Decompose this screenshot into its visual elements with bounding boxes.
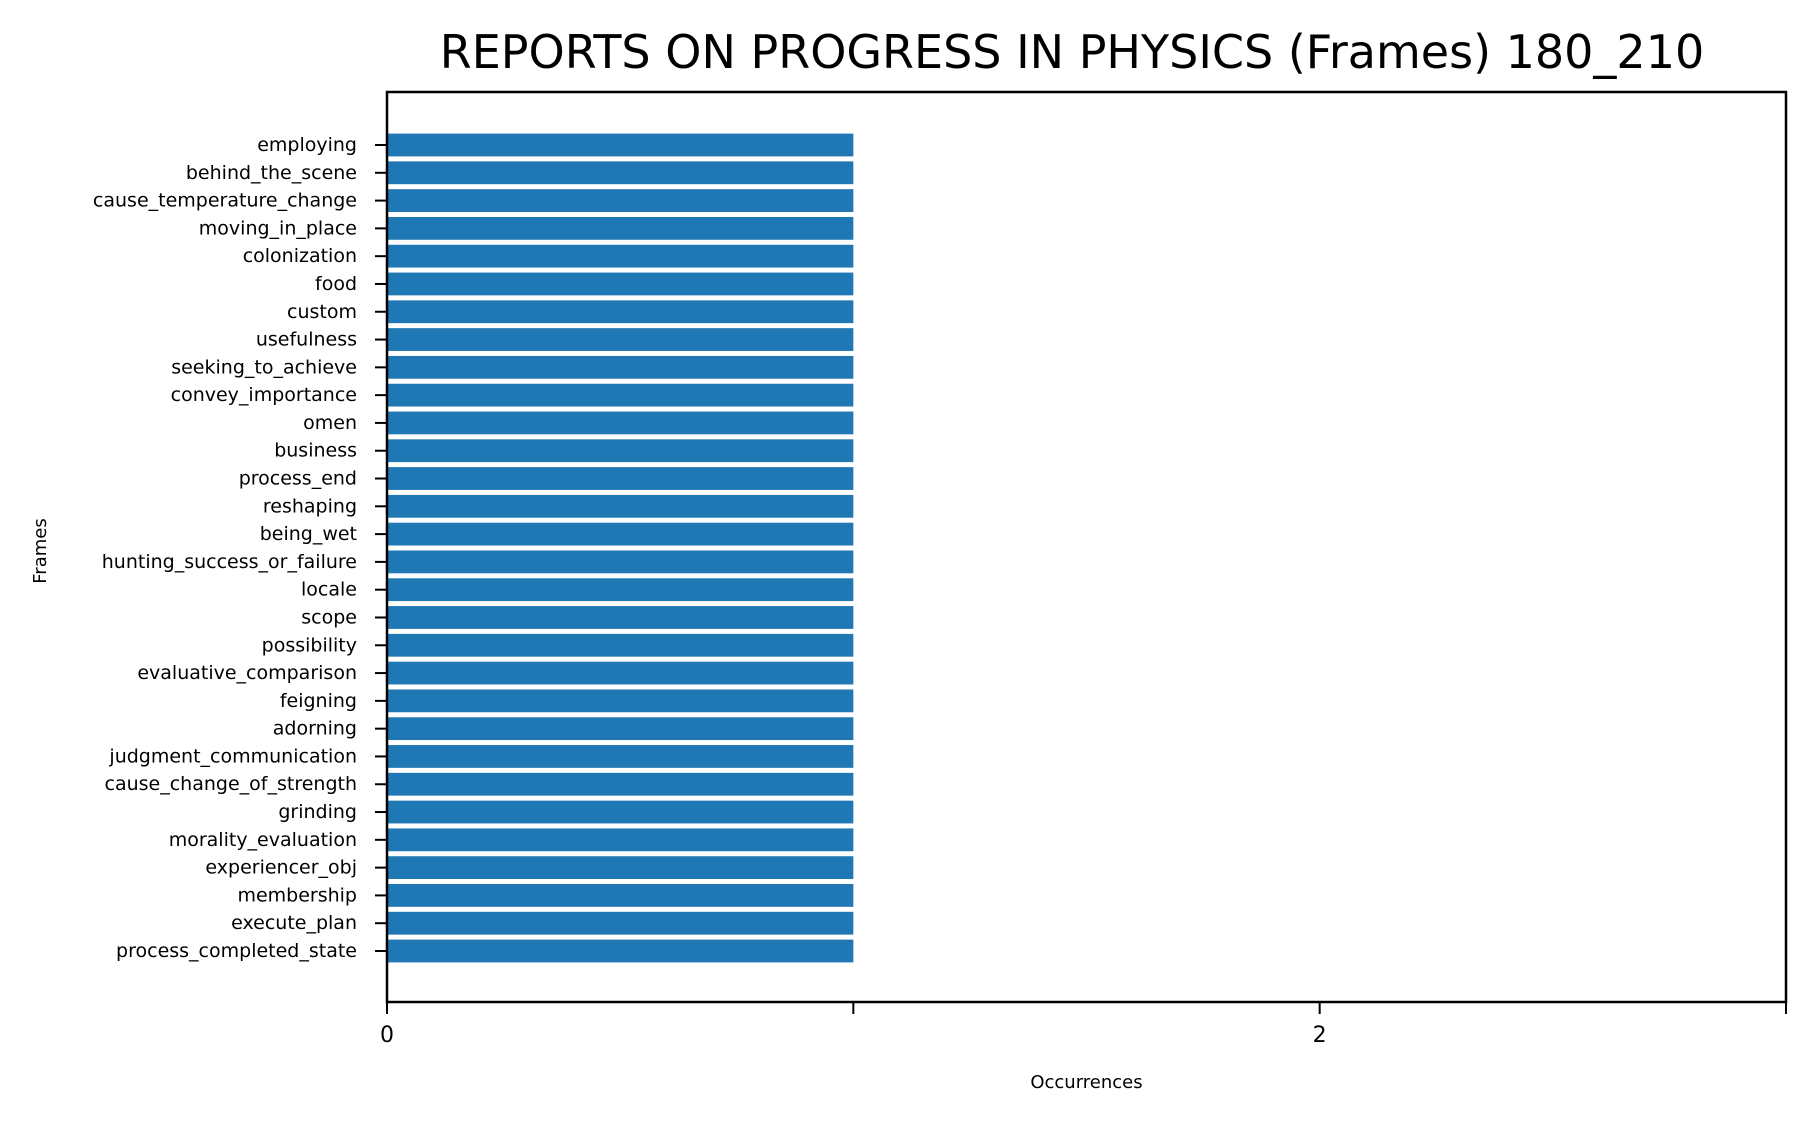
y-tick-label: cause_change_of_strength	[105, 773, 357, 795]
bar-colonization	[387, 244, 854, 268]
bar-membership	[387, 884, 854, 907]
bar-being_wet	[387, 522, 854, 546]
chart-title: REPORTS ON PROGRESS IN PHYSICS (Frames) …	[440, 25, 1704, 79]
bar-cause_temperature_change	[387, 189, 854, 212]
bar-moving_in_place	[387, 216, 854, 240]
bar-process_completed_state	[387, 939, 854, 963]
y-tick-label: employing	[257, 134, 357, 156]
bar-locale	[387, 578, 854, 602]
y-axis-ticks: employing behind_the_scene cause_temperatu…	[93, 134, 387, 962]
y-tick-label: process_end	[239, 468, 357, 490]
y-tick-label: evaluative_comparison	[137, 662, 357, 684]
y-tick-label: experiencer_obj	[205, 857, 357, 879]
y-tick-label: morality_evaluation	[169, 829, 357, 851]
y-tick-label: seeking_to_achieve	[171, 356, 357, 378]
bar-adorning	[387, 717, 854, 741]
bar-behind_the_scene	[387, 161, 854, 185]
y-tick-label: usefulness	[256, 329, 357, 351]
y-tick-label: cause_temperature_change	[93, 190, 357, 212]
bar-usefulness	[387, 328, 854, 351]
bar-cause_change_of_strength	[387, 772, 854, 796]
x-tick-label: 0	[380, 1023, 394, 1048]
y-tick-label: judgment_communication	[108, 745, 357, 767]
bar-scope	[387, 606, 854, 629]
y-tick-label: locale	[301, 579, 357, 601]
bar-omen	[387, 411, 854, 435]
bar-feigning	[387, 689, 854, 713]
y-axis-label: Frames	[30, 518, 51, 583]
bar-food	[387, 272, 854, 296]
bars-layer	[387, 133, 854, 963]
bar-judgment_communication	[387, 745, 854, 768]
y-tick-label: membership	[237, 884, 357, 906]
bar-convey_importance	[387, 383, 854, 407]
y-tick-label: business	[274, 440, 357, 462]
bar-evaluative_comparison	[387, 661, 854, 685]
y-tick-label: convey_importance	[171, 384, 357, 406]
bar-grinding	[387, 800, 854, 824]
bar-business	[387, 439, 854, 463]
y-tick-label: process_completed_state	[116, 940, 357, 962]
bar-employing	[387, 133, 854, 157]
bar-execute_plan	[387, 911, 854, 935]
bar-hunting_success_or_failure	[387, 550, 854, 574]
y-tick-label: omen	[303, 412, 357, 434]
bar-custom	[387, 300, 854, 324]
bar-process_end	[387, 467, 854, 490]
y-tick-label: custom	[287, 301, 357, 323]
y-tick-label: food	[315, 273, 357, 295]
bar-reshaping	[387, 494, 854, 518]
y-tick-label: being_wet	[260, 523, 357, 545]
y-tick-label: adorning	[273, 718, 357, 740]
y-tick-label: reshaping	[263, 495, 357, 517]
x-axis-label: Occurrences	[1030, 1072, 1142, 1093]
bar-possibility	[387, 633, 854, 657]
plot-frame	[385, 90, 1788, 1004]
y-tick-label: possibility	[262, 634, 357, 656]
bar-seeking_to_achieve	[387, 355, 854, 379]
y-tick-label: moving_in_place	[199, 217, 357, 239]
y-tick-label: grinding	[278, 801, 357, 823]
y-tick-label: behind_the_scene	[186, 162, 357, 184]
x-tick-label: 2	[1313, 1023, 1327, 1048]
bar-morality_evaluation	[387, 828, 854, 852]
y-tick-label: scope	[301, 606, 357, 628]
y-tick-label: hunting_success_or_failure	[102, 551, 357, 573]
y-tick-label: feigning	[280, 690, 357, 712]
y-tick-label: execute_plan	[231, 912, 357, 934]
y-tick-label: colonization	[243, 245, 357, 267]
bar-experiencer_obj	[387, 856, 854, 880]
